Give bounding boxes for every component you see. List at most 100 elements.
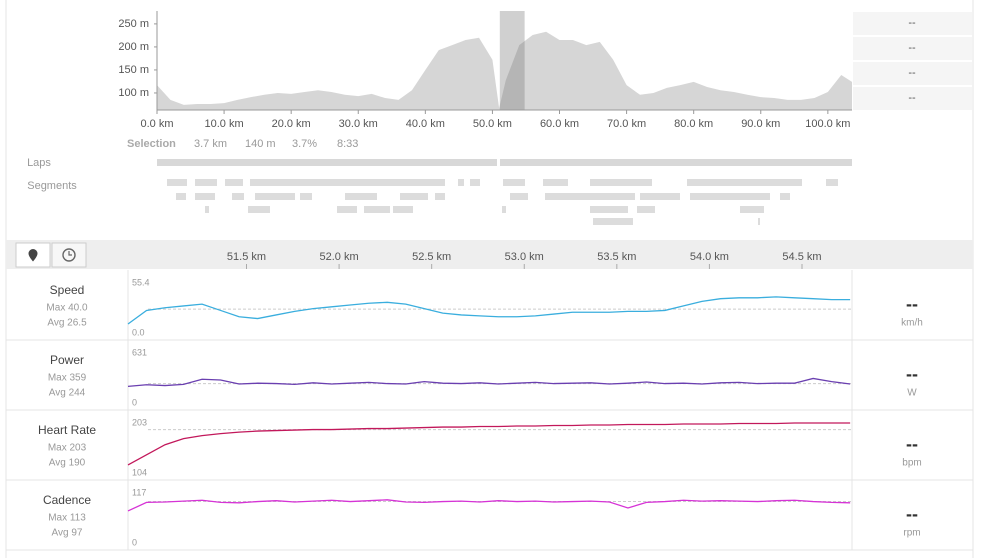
- stream-avg: Avg 26.5: [47, 318, 87, 329]
- current-value: --: [906, 294, 918, 314]
- stream-line: [127, 422, 851, 466]
- stream-max: Max 113: [48, 513, 86, 524]
- x-tick-label: 0.0 km: [140, 118, 173, 130]
- segment-bar: [250, 179, 445, 186]
- segment-bar: [400, 193, 428, 200]
- segment-bar: [435, 193, 445, 200]
- x-tick-label: 53.0 km: [505, 251, 544, 263]
- y-tick-label: 0.0: [132, 327, 145, 337]
- x-tick-label: 50.0 km: [473, 118, 512, 130]
- stream-name: Heart Rate: [38, 423, 96, 437]
- selection-time: 8:33: [337, 138, 358, 150]
- stream-line: [127, 499, 851, 512]
- segment-bar: [195, 179, 217, 186]
- current-value: --: [906, 504, 918, 524]
- segment-bar: [740, 206, 764, 213]
- segment-bar: [758, 218, 760, 225]
- segment-bar: [690, 193, 770, 200]
- x-tick-label: 53.5 km: [597, 251, 636, 263]
- y-tick-label: 0: [132, 537, 137, 547]
- unit: bpm: [902, 458, 921, 469]
- stream-name: Power: [50, 353, 84, 367]
- y-tick-label: 631: [132, 347, 147, 357]
- x-tick-label: 52.5 km: [412, 251, 451, 263]
- x-tick-label: 60.0 km: [540, 118, 579, 130]
- x-tick-label: 100.0 km: [805, 118, 850, 130]
- segment-bar: [225, 179, 243, 186]
- x-tick-label: 20.0 km: [272, 118, 311, 130]
- tab-bar: [6, 240, 973, 269]
- segment-bar: [300, 193, 312, 200]
- segment-bar: [195, 193, 215, 200]
- segment-bar: [590, 179, 652, 186]
- sidebar-value: --: [908, 42, 916, 54]
- segment-bar: [640, 193, 680, 200]
- segment-bar: [502, 206, 506, 213]
- x-tick-label: 40.0 km: [406, 118, 445, 130]
- selection-label: Selection: [127, 138, 176, 150]
- stream-avg: Avg 97: [52, 528, 83, 539]
- segment-bar: [393, 206, 413, 213]
- segment-bar: [364, 206, 390, 213]
- stream-max: Max 203: [48, 443, 87, 454]
- stream-name: Speed: [50, 283, 85, 297]
- y-tick-label: 55.4: [132, 277, 150, 287]
- selection-grade: 3.7%: [292, 138, 317, 150]
- segment-bar: [687, 179, 802, 186]
- segment-bar: [337, 206, 357, 213]
- segment-bar: [458, 179, 464, 186]
- lap-bar[interactable]: [157, 159, 497, 166]
- unit: W: [907, 388, 917, 399]
- segments-label: Segments: [27, 180, 77, 192]
- x-tick-label: 70.0 km: [607, 118, 646, 130]
- segment-bar: [176, 193, 186, 200]
- y-tick-label: 203: [132, 417, 147, 427]
- x-tick-label: 54.5 km: [782, 251, 821, 263]
- selection-band: [499, 11, 525, 110]
- sidebar-cell: [853, 62, 972, 85]
- y-tick-label: 104: [132, 467, 147, 477]
- segment-bar: [545, 193, 635, 200]
- segment-bar: [510, 193, 528, 200]
- y-tick-label: 200 m: [118, 41, 149, 53]
- sidebar-value: --: [908, 67, 916, 79]
- selection-elevation: 140 m: [245, 138, 276, 150]
- stream-line: [127, 296, 851, 325]
- sidebar-cell: [853, 87, 972, 110]
- sidebar-value: --: [908, 17, 916, 29]
- selection-distance: 3.7 km: [194, 138, 227, 150]
- stream-avg: Avg 244: [49, 388, 86, 399]
- laps-label: Laps: [27, 157, 51, 169]
- segment-bar: [543, 179, 568, 186]
- lap-bar[interactable]: [500, 159, 852, 166]
- sidebar-cell: [853, 37, 972, 60]
- x-tick-label: 30.0 km: [339, 118, 378, 130]
- segment-bar: [826, 179, 838, 186]
- segment-bar: [248, 206, 270, 213]
- stream-max: Max 359: [48, 373, 87, 384]
- segment-bar: [503, 179, 525, 186]
- y-tick-label: 100 m: [118, 87, 149, 99]
- pin-icon: [28, 249, 38, 262]
- x-tick-label: 52.0 km: [320, 251, 359, 263]
- segment-bar: [205, 206, 209, 213]
- y-tick-label: 0: [132, 397, 137, 407]
- segment-bar: [232, 193, 244, 200]
- x-tick-label: 90.0 km: [741, 118, 780, 130]
- unit: km/h: [901, 318, 923, 329]
- segment-bar: [593, 218, 633, 225]
- segment-bar: [637, 206, 655, 213]
- x-tick-label: 80.0 km: [674, 118, 713, 130]
- x-tick-label: 54.0 km: [690, 251, 729, 263]
- segment-bar: [345, 193, 377, 200]
- y-tick-label: 250 m: [118, 18, 149, 30]
- sidebar-cell: [853, 12, 972, 35]
- segment-bar: [590, 206, 628, 213]
- clock-hand: [68, 251, 72, 256]
- clock-icon: [62, 248, 76, 262]
- y-tick-label: 117: [132, 487, 146, 497]
- sidebar-value: --: [908, 92, 916, 104]
- segment-bar: [470, 179, 480, 186]
